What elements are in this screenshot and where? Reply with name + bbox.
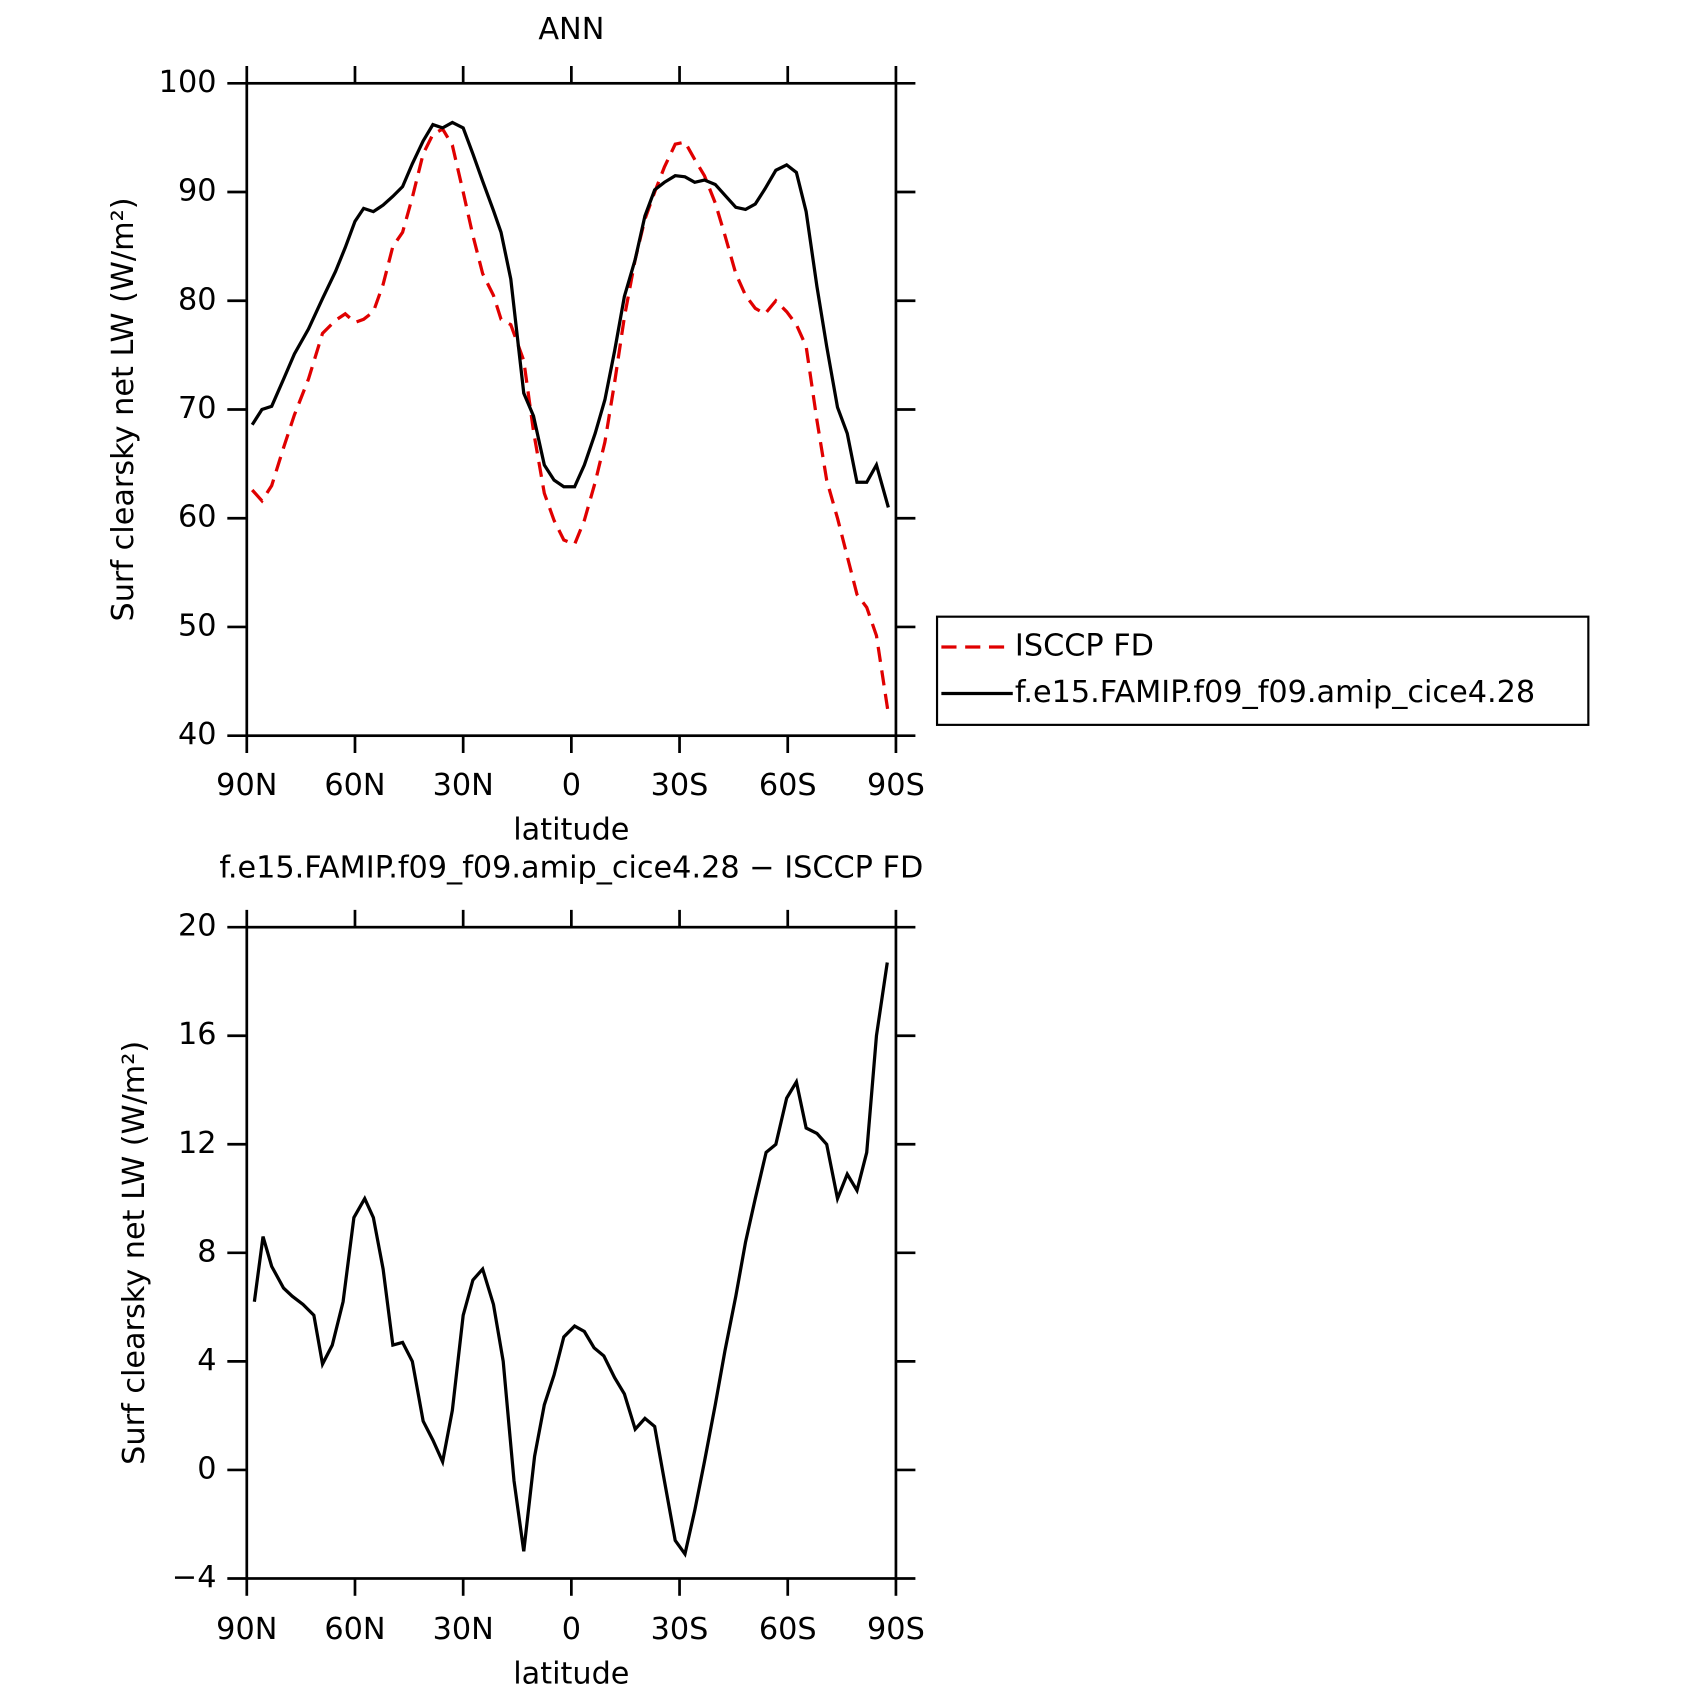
x-tick-label: 0 [562,1612,581,1647]
x-tick-label: 60S [759,1612,817,1647]
y-tick-label: 80 [178,282,217,317]
x-tick-label: 30S [651,1612,709,1647]
x-tick-label: 30S [651,768,709,803]
x-tick-label: 30N [433,1612,494,1647]
x-tick-label: 90N [216,768,277,803]
x-tick-label: 90S [867,1612,925,1647]
chart-title: ANN [538,12,604,47]
legend-box [935,615,1590,726]
legend-label: ISCCP FD [1015,628,1154,663]
x-tick-label: 90N [216,1612,277,1647]
y-tick-label: 90 [178,174,217,209]
x-axis-label: latitude [513,1656,629,1691]
y-tick-label: 50 [178,608,217,643]
y-axis-label: Surf clearsky net LW (W/m²) [117,1041,152,1465]
y-tick-label: 16 [178,1017,217,1052]
y-tick-label: 8 [197,1234,216,1269]
data-line [252,962,889,1558]
y-tick-label: 70 [178,391,217,426]
x-tick-label: 30N [433,768,494,803]
data-line [250,126,890,715]
x-axis-label: latitude [513,812,629,847]
plot-frame [245,925,898,1580]
legend-label: f.e15.FAMIP.f09_f09.amip_cice4.28 [1015,675,1535,710]
x-tick-label: 0 [562,768,581,803]
x-tick-label: 90S [867,768,925,803]
chart-title: f.e15.FAMIP.f09_f09.amip_cice4.28 − ISCC… [219,850,923,885]
x-tick-label: 60S [759,768,817,803]
x-tick-label: 60N [324,768,385,803]
y-tick-label: −4 [172,1560,217,1595]
y-tick-label: 20 [178,909,217,944]
y-axis-label: Surf clearsky net LW (W/m²) [106,197,141,621]
y-tick-label: 60 [178,500,217,535]
y-tick-label: 4 [197,1343,216,1378]
y-tick-label: 40 [178,717,217,752]
y-tick-label: 100 [159,65,217,100]
y-tick-label: 0 [197,1451,216,1486]
data-line [250,120,890,508]
y-tick-label: 12 [178,1126,217,1161]
x-tick-label: 60N [324,1612,385,1647]
